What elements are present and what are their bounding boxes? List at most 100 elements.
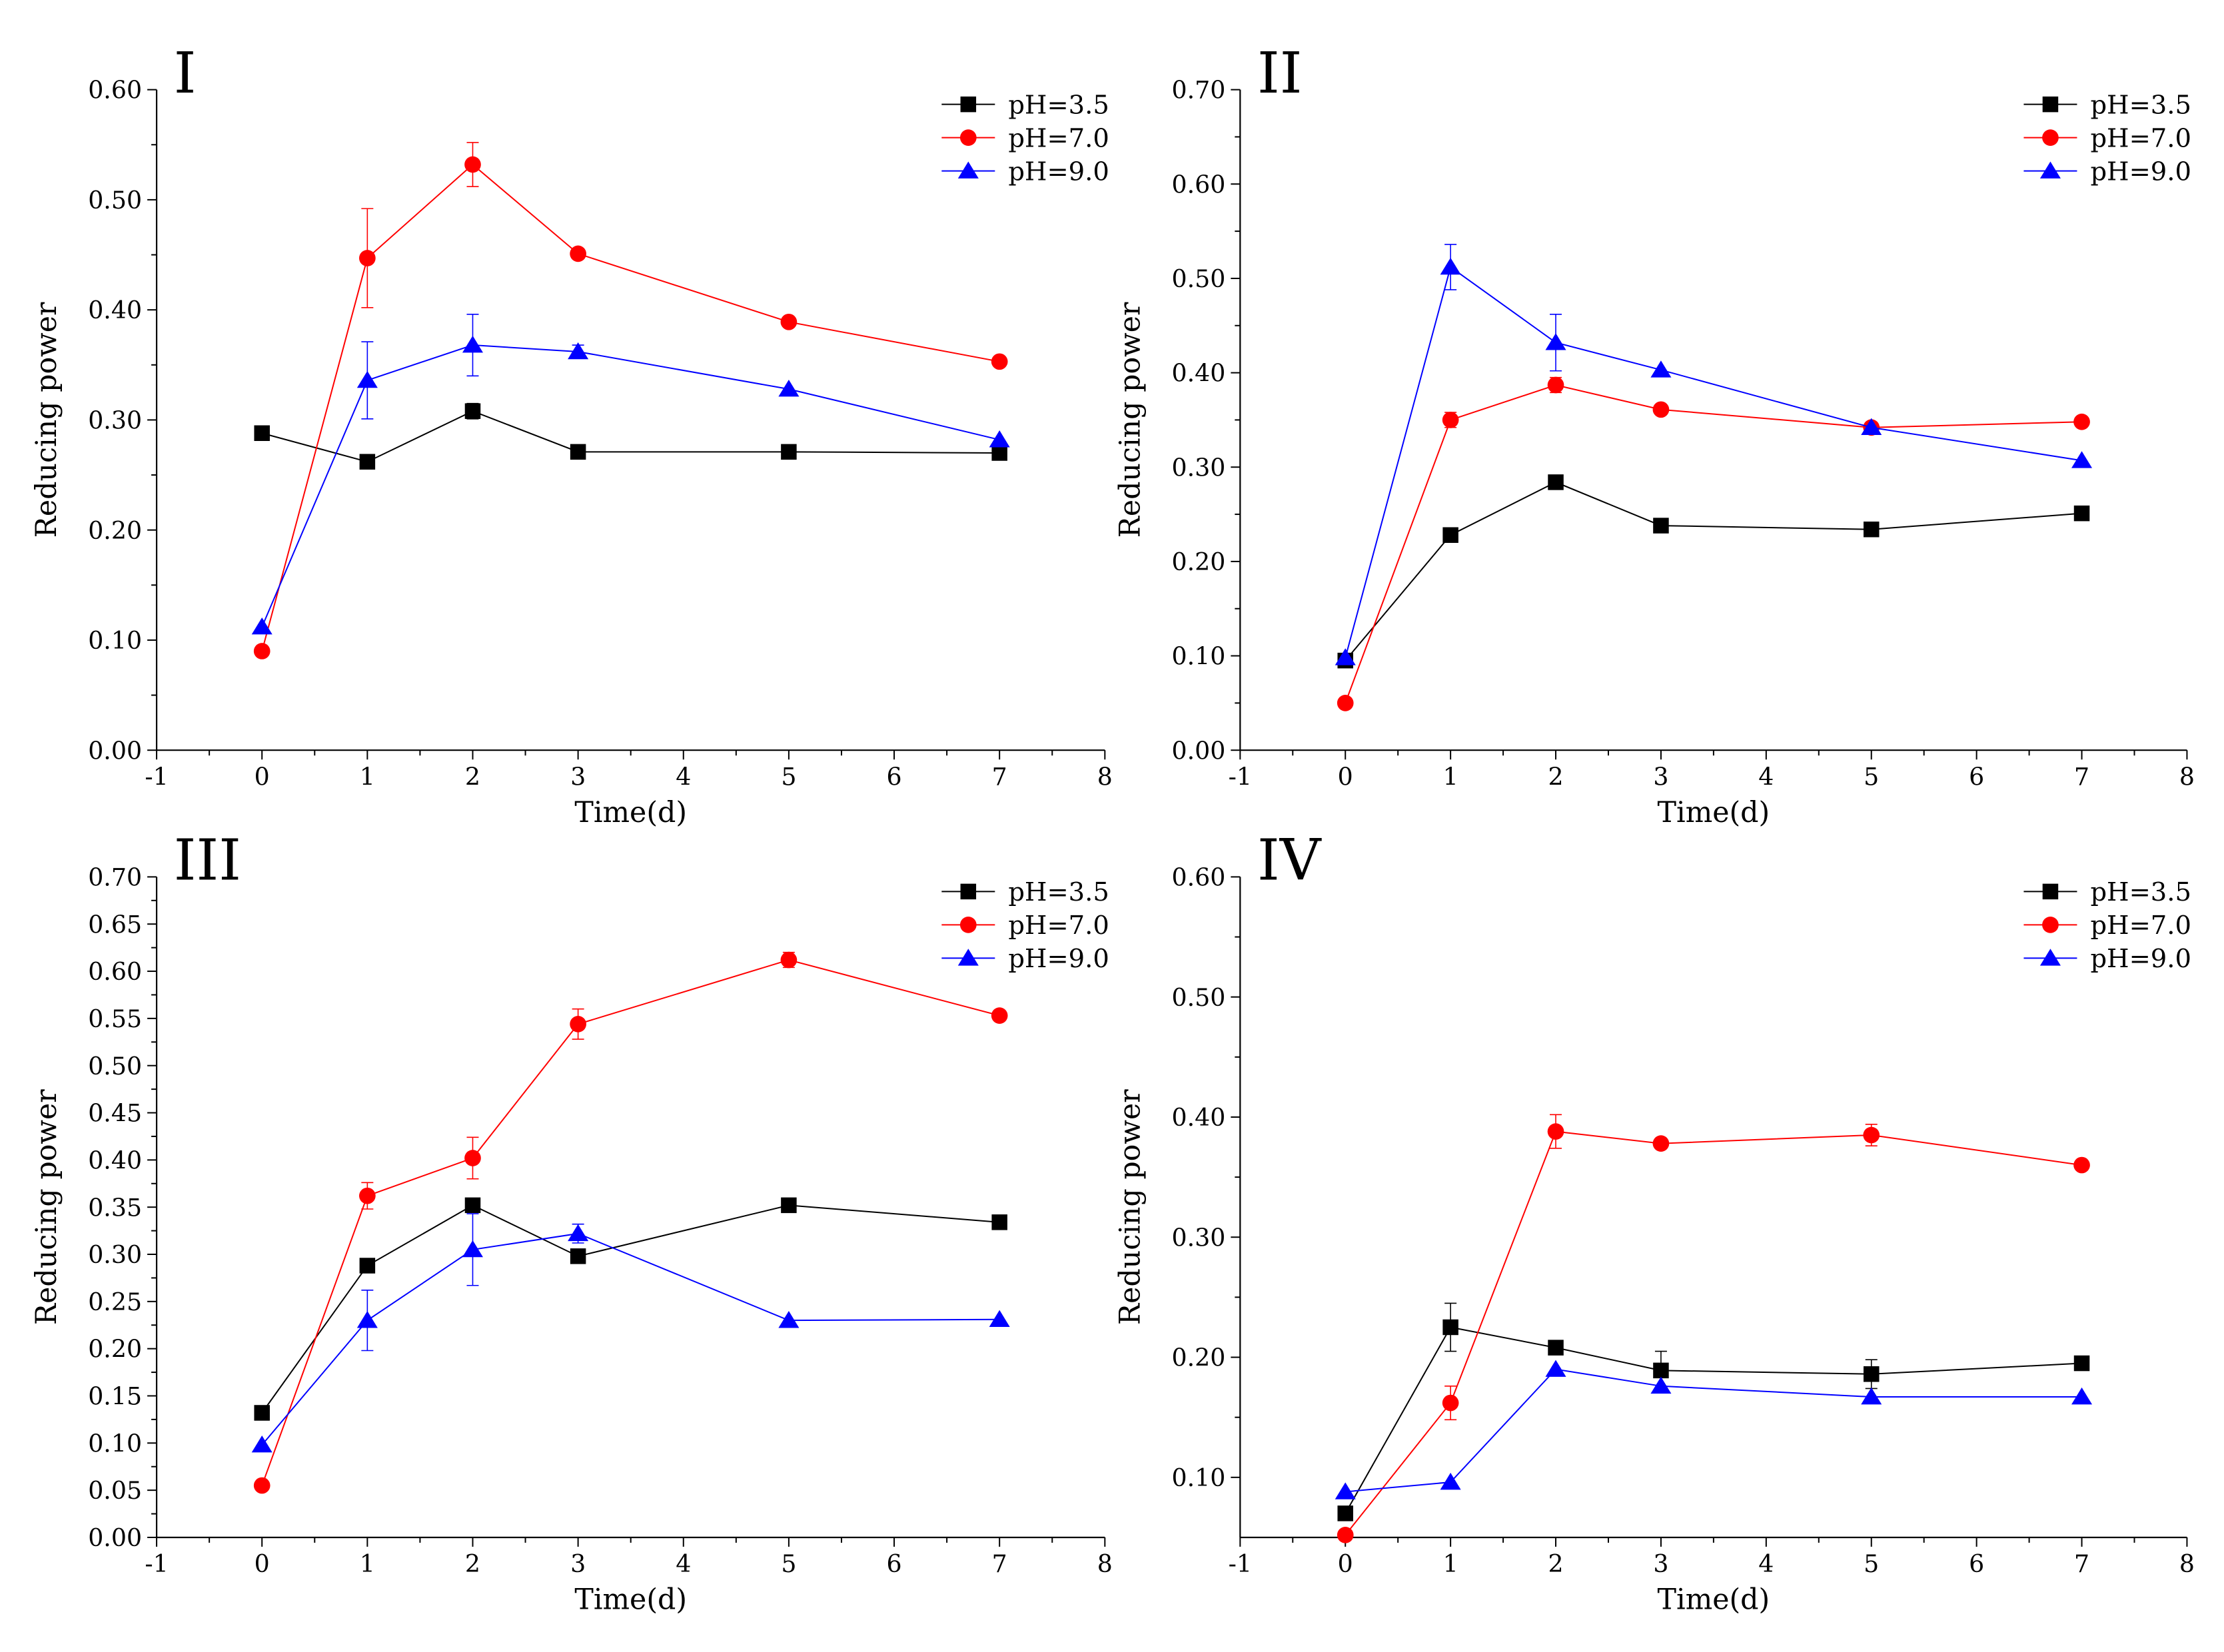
x-tick-label: 2 <box>465 762 480 791</box>
legend: pH=3.5pH=7.0 pH=9.0 <box>2023 90 2191 187</box>
data-point <box>989 430 1010 448</box>
legend-label: pH=7.0 <box>2090 911 2191 941</box>
x-tick-label: 8 <box>1097 1549 1113 1578</box>
data-point <box>1545 1360 1566 1377</box>
y-tick-label: 0.40 <box>88 1146 142 1174</box>
x-axis-label: Time(d) <box>1658 1583 1770 1617</box>
x-tick-label: 8 <box>2179 1549 2195 1578</box>
y-tick-label: 0.40 <box>1171 1103 1225 1132</box>
y-tick-label: 0.30 <box>88 406 142 434</box>
data-point <box>253 1477 271 1494</box>
data-point <box>780 313 798 330</box>
data-point <box>570 1016 586 1032</box>
legend: pH=3.5pH=7.0 pH=9.0 <box>941 90 1109 187</box>
data-point <box>464 403 481 419</box>
series-line <box>1345 481 2082 661</box>
data-point <box>2073 505 2090 522</box>
legend-marker <box>957 949 979 966</box>
x-tick-label: 7 <box>2074 1549 2089 1578</box>
data-point <box>2071 451 2093 468</box>
legend-label: pH=9.0 <box>1008 157 1109 187</box>
y-tick-label: 0.20 <box>1171 1344 1225 1372</box>
data-point <box>1652 1135 1670 1152</box>
x-tick-label: 2 <box>1548 1549 1563 1578</box>
y-tick-label: 0.10 <box>1171 642 1225 671</box>
data-point <box>1863 1366 1880 1382</box>
data-point <box>778 380 800 397</box>
data-point <box>464 1150 481 1166</box>
y-tick-label: 0.55 <box>88 1005 142 1033</box>
data-point <box>780 951 798 969</box>
x-tick-label: 5 <box>781 762 796 791</box>
data-point <box>1442 412 1459 428</box>
x-tick-label: -1 <box>145 762 168 791</box>
x-tick-label: 5 <box>781 1549 796 1578</box>
y-tick-label: 0.70 <box>88 863 142 891</box>
data-point <box>462 335 483 353</box>
series-square <box>254 1197 1007 1421</box>
x-tick-label: 2 <box>1548 762 1563 791</box>
series-line <box>261 163 1000 651</box>
legend-label: pH=9.0 <box>2090 944 2191 974</box>
legend-label: pH=3.5 <box>2090 877 2191 907</box>
data-point <box>991 1214 1007 1230</box>
panel-label: IV <box>1257 828 1322 894</box>
data-point <box>1863 521 1880 538</box>
data-point <box>359 1258 376 1274</box>
y-axis-label: Reducing power <box>30 1089 63 1325</box>
data-point <box>1442 1319 1458 1336</box>
series-square <box>1337 1302 2090 1521</box>
legend-marker <box>960 96 977 113</box>
data-point <box>1548 474 1564 490</box>
y-tick-label: 0.30 <box>1171 453 1225 482</box>
chart-panel-1: -1 0 1 2 3 4 5 6 7 8 Time(d) 0.00 0.10 0.20 0.30 0.40 0.… <box>30 41 1113 829</box>
data-point <box>1442 527 1458 543</box>
x-tick-label: 1 <box>1443 1549 1458 1578</box>
y-tick-label: 0.60 <box>88 76 142 105</box>
data-point <box>991 445 1007 461</box>
data-point <box>1548 1340 1564 1356</box>
x-tick-label: 6 <box>1969 762 1984 791</box>
legend-label: pH=7.0 <box>1008 911 1109 941</box>
y-tick-label: 0.00 <box>88 736 142 765</box>
data-point <box>464 1197 481 1214</box>
y-tick-label: 0.30 <box>1171 1223 1225 1252</box>
x-tick-label: 8 <box>2179 762 2195 791</box>
x-tick-label: 6 <box>886 1549 901 1578</box>
data-point <box>778 1311 800 1328</box>
panel-label: I <box>174 41 197 107</box>
data-point <box>2073 413 2090 430</box>
x-axis-label: Time(d) <box>1658 796 1770 829</box>
y-axis-label: Reducing power <box>30 302 63 538</box>
data-point <box>1861 418 1882 436</box>
data-point <box>1653 518 1669 534</box>
data-point <box>1337 695 1354 711</box>
y-axis-label: Reducing power <box>1113 1089 1147 1325</box>
y-tick-label: 0.00 <box>1171 736 1225 765</box>
y-tick-label: 0.25 <box>88 1288 142 1316</box>
x-tick-label: 1 <box>360 762 375 791</box>
y-tick-label: 0.10 <box>1171 1463 1225 1492</box>
legend-marker <box>2042 917 2059 933</box>
y-tick-label: 0.10 <box>88 1429 142 1457</box>
series-line <box>1345 384 2082 703</box>
x-axis-label: Time(d) <box>574 796 687 829</box>
data-point <box>1442 1394 1459 1412</box>
data-point <box>1440 257 1461 275</box>
data-point <box>1863 1126 1880 1144</box>
data-point <box>464 156 481 173</box>
x-tick-label: 6 <box>886 762 901 791</box>
legend-label: pH=9.0 <box>1008 944 1109 974</box>
data-point <box>462 1240 483 1258</box>
data-point <box>570 444 586 460</box>
data-point <box>1861 1387 1882 1405</box>
legend-label: pH=9.0 <box>2090 157 2191 187</box>
series-circle <box>253 142 1008 659</box>
series-square <box>1337 474 2090 669</box>
data-point <box>1335 1482 1356 1499</box>
y-tick-label: 0.40 <box>88 296 142 324</box>
legend-marker <box>2042 96 2059 113</box>
legend-label: pH=3.5 <box>1008 90 1109 120</box>
x-tick-label: 3 <box>1653 762 1668 791</box>
